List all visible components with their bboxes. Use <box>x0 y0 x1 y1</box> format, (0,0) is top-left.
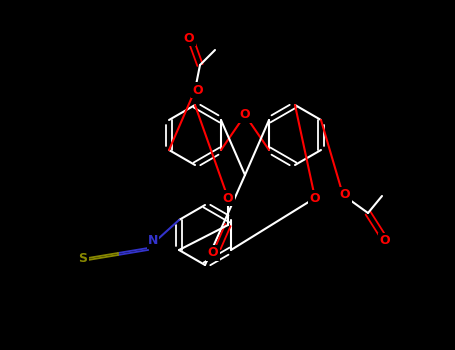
Text: N: N <box>148 234 158 247</box>
Text: O: O <box>222 191 233 204</box>
Text: O: O <box>192 84 203 97</box>
Text: O: O <box>240 108 250 121</box>
Text: O: O <box>184 32 194 44</box>
Text: O: O <box>207 246 218 259</box>
Text: O: O <box>340 189 350 202</box>
Text: O: O <box>379 234 390 247</box>
Text: O: O <box>310 191 320 204</box>
Text: S: S <box>79 252 87 265</box>
